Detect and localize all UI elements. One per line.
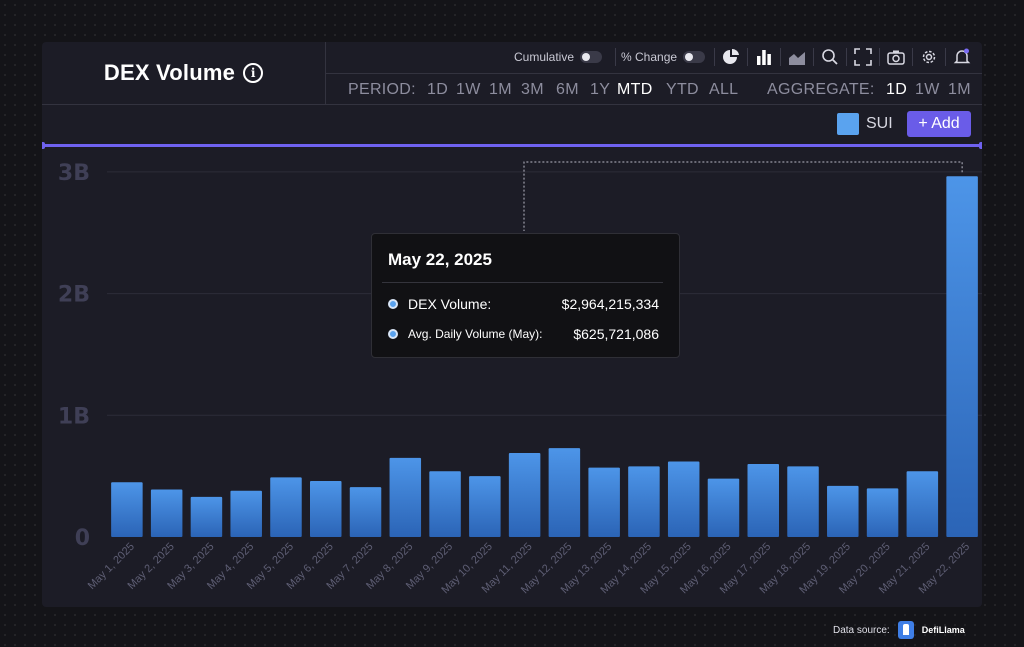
chart-card: DEX Volume i Cumulative % Change	[42, 42, 982, 607]
range-slider-handle-right[interactable]	[979, 142, 982, 149]
period-option-all[interactable]: ALL	[709, 81, 739, 98]
period-option-1d[interactable]: 1D	[427, 81, 449, 98]
bar	[230, 490, 262, 537]
toolbar-divider	[945, 48, 946, 66]
bar	[508, 453, 541, 537]
range-slider[interactable]	[42, 144, 982, 147]
data-source-label: Data source:	[833, 624, 890, 636]
bar	[667, 461, 700, 537]
bar	[866, 488, 899, 537]
tooltip-row-dex-volume: DEX Volume: $2,964,215,334	[388, 296, 659, 312]
bar-chart-icon[interactable]	[755, 48, 773, 66]
bar	[190, 496, 223, 537]
y-tick-label: 0	[75, 526, 90, 551]
toolbar-divider	[780, 48, 781, 66]
bar	[906, 471, 939, 537]
pie-chart-icon[interactable]	[722, 48, 740, 66]
legend-series-label: SUI	[866, 115, 893, 132]
toolbar-divider	[615, 48, 616, 66]
camera-icon[interactable]	[887, 48, 905, 66]
y-tick-label: 3B	[58, 161, 90, 186]
period-row: PERIOD: 1D 1W 1M 3M 6M 1Y MTD YTD ALL AG…	[326, 74, 982, 105]
cumulative-toggle-group: Cumulative	[514, 50, 603, 64]
range-slider-handle-left[interactable]	[42, 142, 45, 149]
period-option-1w[interactable]: 1W	[456, 81, 481, 98]
area-chart-icon[interactable]	[788, 48, 806, 66]
bar	[270, 477, 302, 537]
bar	[310, 481, 342, 537]
bar	[111, 482, 143, 537]
tooltip-series-dot	[388, 329, 398, 339]
period-option-6m[interactable]: 6M	[556, 81, 579, 98]
search-icon[interactable]	[821, 48, 839, 66]
pct-change-toggle-group: % Change	[621, 50, 706, 64]
toolbar-divider	[747, 48, 748, 66]
tooltip-label: Avg. Daily Volume (May):	[408, 327, 543, 341]
info-icon[interactable]: i	[243, 63, 264, 83]
bar	[469, 476, 501, 537]
defillama-logo-icon[interactable]	[897, 621, 914, 639]
toolbar-divider	[813, 48, 814, 66]
cumulative-toggle[interactable]	[580, 51, 603, 63]
bar	[150, 489, 183, 537]
tooltip-connector	[523, 161, 963, 231]
y-tick-label: 2B	[58, 283, 90, 308]
period-option-1m[interactable]: 1M	[489, 81, 512, 98]
toolbar-divider	[912, 48, 913, 66]
period-option-1y[interactable]: 1Y	[590, 81, 611, 98]
aggregate-option-1w[interactable]: 1W	[915, 81, 940, 98]
defillama-brand[interactable]: DefiLlama	[921, 625, 965, 635]
tooltip-divider	[382, 282, 663, 283]
bar	[787, 466, 819, 537]
chart-toolbar: Cumulative % Change	[326, 42, 982, 74]
bar	[827, 485, 859, 537]
bar	[707, 478, 740, 537]
bar	[588, 467, 620, 537]
legend-row: SUI + Add	[42, 105, 982, 143]
tooltip-label: DEX Volume:	[408, 296, 492, 312]
bar	[548, 448, 581, 537]
tooltip-row-avg-volume: Avg. Daily Volume (May): $625,721,086	[388, 326, 659, 342]
tooltip-date: May 22, 2025	[388, 250, 492, 269]
data-source-footer: Data source: DefiLlama	[833, 621, 965, 639]
tooltip-series-dot	[388, 299, 398, 309]
title-box: DEX Volume i	[42, 42, 326, 105]
fullscreen-icon[interactable]	[854, 48, 872, 66]
aggregate-option-1d[interactable]: 1D	[886, 81, 908, 98]
bar	[349, 487, 382, 537]
cumulative-label: Cumulative	[514, 50, 575, 64]
pct-change-label: % Change	[621, 50, 678, 64]
aggregate-option-1m[interactable]: 1M	[948, 81, 971, 98]
period-label: PERIOD:	[348, 81, 416, 98]
tooltip-value: $2,964,215,334	[561, 296, 659, 312]
bar	[429, 471, 461, 537]
gear-icon[interactable]	[920, 48, 938, 66]
toolbar-divider	[714, 48, 715, 66]
aggregate-label: AGGREGATE:	[767, 81, 875, 98]
bar	[946, 176, 978, 537]
toolbar-divider	[846, 48, 847, 66]
bar	[747, 463, 779, 537]
legend-swatch	[837, 113, 859, 135]
period-option-3m[interactable]: 3M	[521, 81, 544, 98]
pct-change-toggle[interactable]	[683, 51, 706, 63]
period-option-ytd[interactable]: YTD	[666, 81, 699, 98]
bell-icon[interactable]	[953, 48, 971, 66]
bar	[389, 457, 422, 537]
period-option-mtd[interactable]: MTD	[617, 81, 653, 98]
y-tick-label: 1B	[58, 404, 90, 429]
chart-tooltip: May 22, 2025 DEX Volume: $2,964,215,334 …	[371, 233, 680, 358]
add-series-button[interactable]: + Add	[907, 111, 971, 137]
tooltip-value: $625,721,086	[573, 326, 659, 342]
toolbar-divider	[879, 48, 880, 66]
bar	[628, 466, 660, 537]
page-title: DEX Volume	[103, 60, 236, 85]
